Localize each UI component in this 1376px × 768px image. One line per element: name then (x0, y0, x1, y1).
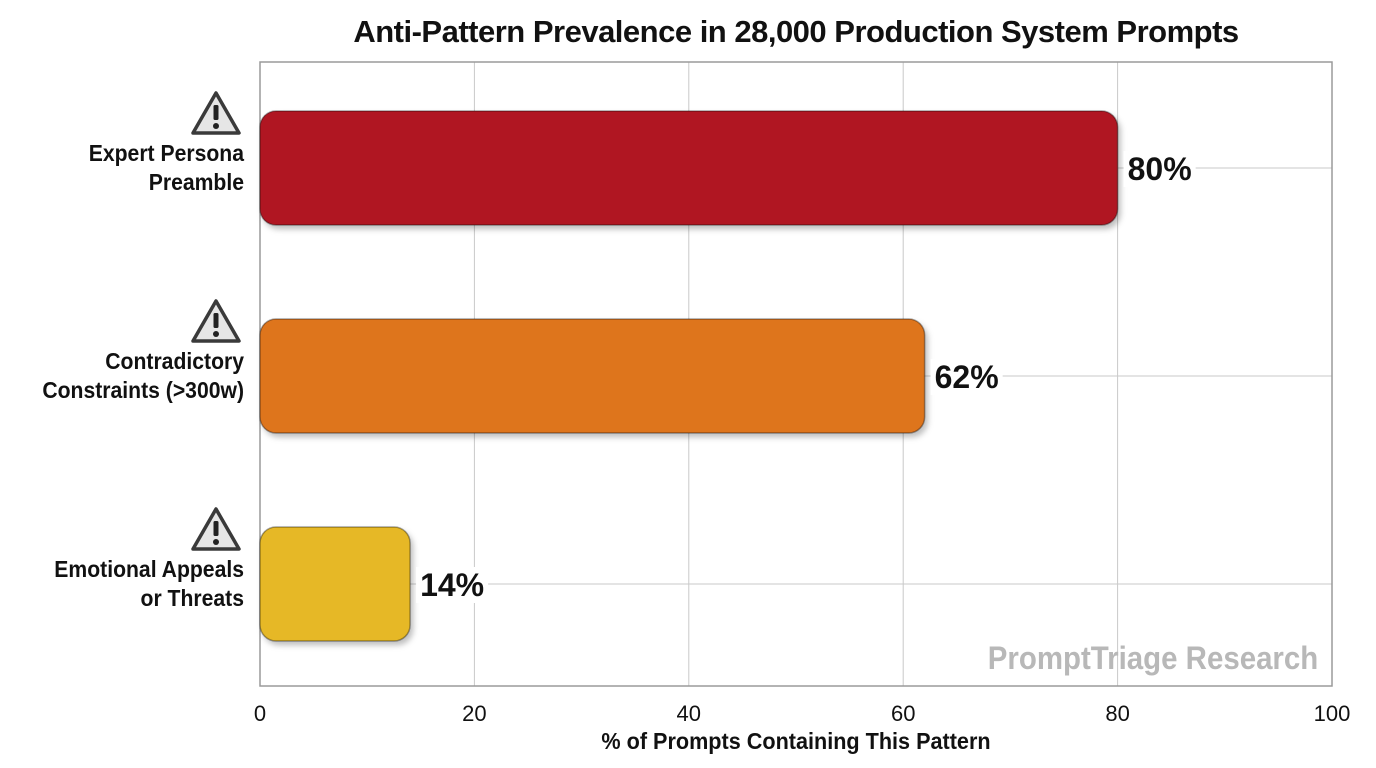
data-label-background (416, 567, 489, 603)
warning-triangle-icon (190, 298, 242, 344)
data-label: 80% (1128, 151, 1192, 187)
data-label-background (930, 359, 1003, 395)
category-label: Contradictory Constraints (>300w) (14, 347, 244, 405)
bar (259, 318, 926, 434)
category-label-line: or Threats (140, 585, 244, 611)
x-tick-label: 60 (891, 701, 915, 726)
x-tick-label: 0 (254, 701, 266, 726)
data-label: 14% (420, 567, 484, 603)
x-axis-label: % of Prompts Containing This Pattern (601, 728, 991, 754)
chart-title: Anti-Pattern Prevalence in 28,000 Produc… (353, 14, 1239, 49)
category-label-line: Constraints (>300w) (42, 377, 244, 403)
category-label-line: Preamble (148, 169, 244, 195)
category-label: Emotional Appeals or Threats (14, 555, 244, 613)
data-label: 62% (935, 359, 999, 395)
watermark: PromptTriage Research (987, 640, 1318, 676)
x-tick-label: 100 (1314, 701, 1351, 726)
x-tick-label: 80 (1105, 701, 1129, 726)
category-label: Expert Persona Preamble (14, 139, 244, 197)
category-label-line: Expert Persona (88, 140, 244, 166)
category-label-line: Emotional Appeals (54, 556, 245, 582)
bar (259, 110, 1119, 226)
x-tick-label: 40 (677, 701, 701, 726)
category-label-line: Contradictory (105, 348, 244, 374)
warning-triangle-icon (190, 506, 242, 552)
x-tick-label: 20 (462, 701, 486, 726)
warning-triangle-icon (190, 90, 242, 136)
bar (259, 526, 411, 642)
data-label-background (1123, 151, 1196, 187)
